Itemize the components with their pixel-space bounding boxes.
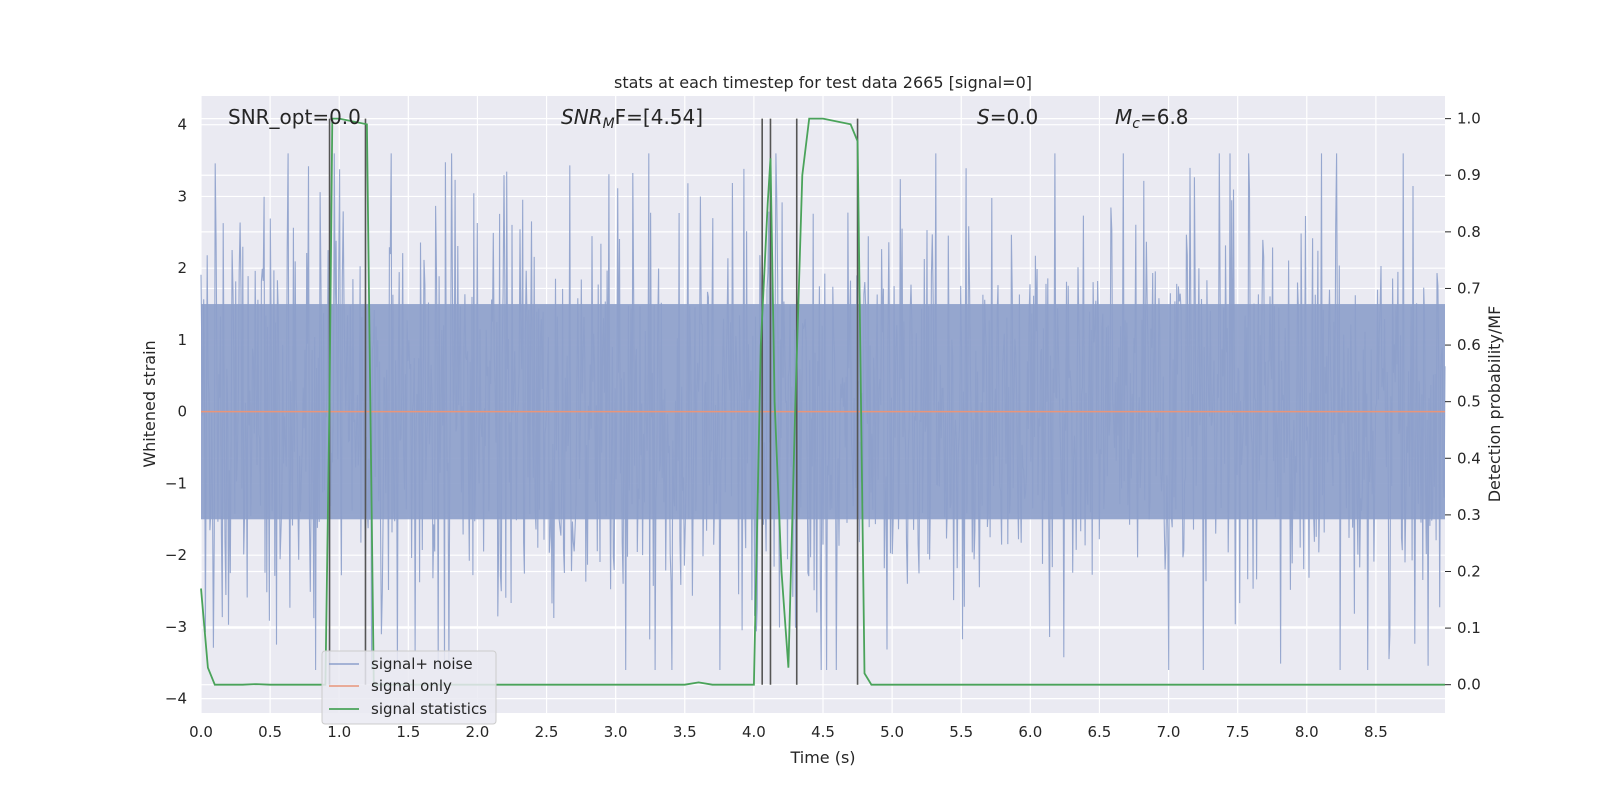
signal-statistics-line [200,117,1445,686]
y-right-tick-label: 0.1 [1457,619,1481,637]
x-axis-label: Time (s) [789,748,855,767]
y-tick-label: 4 [177,116,187,134]
x-tick-label: 6.5 [1088,723,1112,741]
x-tick-label: 7.5 [1226,723,1250,741]
x-tick-label: 2.0 [466,723,490,741]
s-base: S [977,105,990,129]
mc-sub: c [1132,116,1140,132]
x-tick-label: 6.0 [1018,723,1042,741]
x-tick-label: 8.0 [1295,723,1319,741]
y-right-tick-label: 0.2 [1457,562,1481,580]
annotation-snr-opt: SNR_opt=0.0 [228,105,361,129]
annotation-mc: Mc=6.8 [1115,105,1189,132]
mc-tail: =6.8 [1140,105,1189,129]
x-tick-label: 5.5 [949,723,973,741]
y-right-tick-label: 1.0 [1457,110,1481,128]
legend-label-signal-only: signal only [371,677,452,695]
y-axis-right-label: Detection probability/MF [1485,306,1504,503]
y-tick-label: 2 [177,259,187,277]
x-tick-label: 3.0 [604,723,628,741]
x-tick-label: 4.5 [811,723,835,741]
snr-mf-base: SNR [561,105,603,129]
y-ticks-right: 0.0 0.1 0.2 0.3 0.4 0.5 0.6 0.7 0.8 0.9 1.0 [1445,110,1481,694]
x-tick-label: 5.0 [880,723,904,741]
x-tick-label: 4.0 [742,723,766,741]
y-right-tick-label: 0.4 [1457,449,1481,467]
x-tick-label: 3.5 [673,723,697,741]
s-tail: =0.0 [990,105,1039,129]
y-right-tick-label: 0.7 [1457,279,1481,297]
y-tick-label: 1 [177,331,187,349]
x-tick-label: 1.5 [396,723,420,741]
x-tick-label: 1.0 [327,723,351,741]
y-right-tick-label: 0.5 [1457,393,1481,411]
legend-label-noise: signal+ noise [371,655,473,673]
x-tick-label: 2.5 [535,723,559,741]
legend: signal+ noise signal only signal statist… [321,650,497,725]
x-tick-label: 8.5 [1364,723,1388,741]
y-tick-label: −2 [165,546,187,564]
annotation-snr-mf: SNRMF=[4.54] [561,105,703,132]
y-right-tick-label: 0.6 [1457,336,1481,354]
y-right-tick-label: 0.8 [1457,223,1481,241]
y-tick-label: −1 [165,474,187,492]
y-tick-label: −4 [165,690,187,708]
y-axis-label: Whitened strain [140,340,159,467]
y-right-tick-label: 0.9 [1457,166,1481,184]
y-right-tick-label: 0.3 [1457,506,1481,524]
legend-box [321,650,497,725]
legend-label-statistics: signal statistics [371,700,487,718]
y-ticks-left: −4 −3 −2 −1 0 1 2 3 4 [165,116,187,708]
mc-base: M [1115,105,1132,129]
y-tick-label: 0 [177,403,187,421]
chart-title: stats at each timestep for test data 266… [614,73,1032,92]
snr-mf-sub: M [603,116,615,132]
y-tick-label: 3 [177,187,187,205]
y-right-tick-label: 0.0 [1457,676,1481,694]
snr-mf-tail: F=[4.54] [615,105,703,129]
x-ticks: 0.0 0.5 1.0 1.5 2.0 2.5 3.0 3.5 4.0 4.5 5.0 5.5 6.0 6… [189,723,1388,741]
x-tick-label: 0.5 [258,723,282,741]
x-tick-label: 7.0 [1157,723,1181,741]
x-tick-label: 0.0 [189,723,213,741]
annotation-s: S=0.0 [977,105,1038,129]
y-tick-label: −3 [165,618,187,636]
